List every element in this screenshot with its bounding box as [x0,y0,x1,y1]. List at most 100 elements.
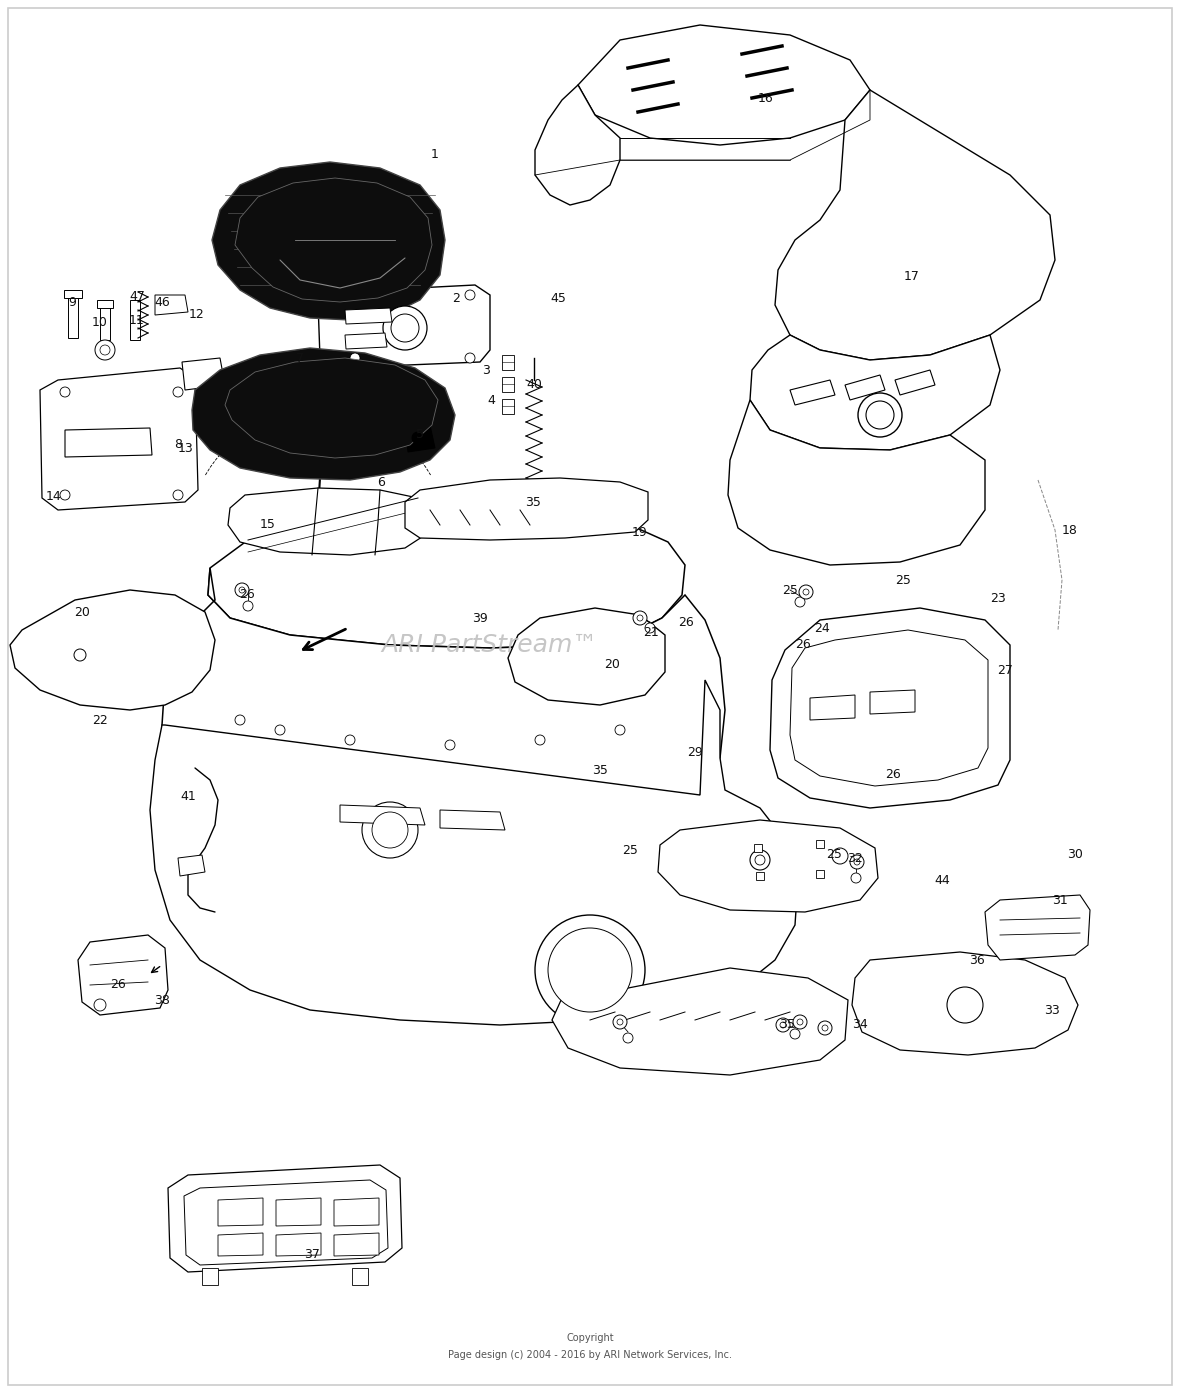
Text: 25: 25 [826,848,843,861]
Polygon shape [502,355,514,371]
Circle shape [350,352,360,364]
Polygon shape [184,1180,388,1265]
Polygon shape [535,85,620,205]
Circle shape [384,306,427,350]
Polygon shape [352,1268,368,1284]
Text: 25: 25 [896,574,911,586]
Circle shape [799,585,813,599]
Text: 44: 44 [935,873,950,886]
Polygon shape [817,840,824,848]
Polygon shape [334,1233,379,1256]
Polygon shape [405,478,648,540]
Circle shape [350,290,360,299]
Text: 26: 26 [678,616,694,628]
Polygon shape [985,894,1090,960]
Circle shape [755,855,765,865]
Text: 8: 8 [173,439,182,451]
Polygon shape [502,398,514,414]
Circle shape [948,988,983,1022]
Polygon shape [225,358,438,458]
Circle shape [854,859,860,865]
Polygon shape [817,871,824,878]
Polygon shape [317,286,490,368]
Text: 34: 34 [852,1018,867,1031]
Circle shape [612,1015,627,1029]
Circle shape [851,873,861,883]
Text: 22: 22 [92,713,107,727]
Polygon shape [9,591,215,710]
Circle shape [465,352,476,364]
Circle shape [94,999,106,1011]
Text: 10: 10 [92,315,107,329]
Polygon shape [809,695,855,720]
Polygon shape [64,290,81,298]
Circle shape [240,586,245,593]
Circle shape [535,736,545,745]
Polygon shape [658,820,878,912]
Text: 12: 12 [189,308,205,320]
Polygon shape [276,1233,321,1256]
Text: 20: 20 [604,659,620,671]
Polygon shape [218,1233,263,1256]
Text: Copyright: Copyright [566,1333,614,1343]
Text: 35: 35 [779,1018,795,1031]
Circle shape [60,490,70,500]
Circle shape [412,432,424,444]
Text: 25: 25 [622,844,638,857]
Polygon shape [509,607,666,705]
Text: 27: 27 [997,663,1012,677]
Polygon shape [578,25,870,145]
Circle shape [796,1020,804,1025]
Circle shape [173,490,183,500]
Polygon shape [894,371,935,396]
Polygon shape [845,375,885,400]
Circle shape [795,598,805,607]
Text: 3: 3 [483,364,490,376]
Text: 26: 26 [240,588,255,602]
Polygon shape [345,333,387,350]
Polygon shape [65,428,152,457]
Polygon shape [771,607,1010,808]
Circle shape [362,802,418,858]
Circle shape [465,290,476,299]
Polygon shape [182,358,225,390]
Text: 35: 35 [525,496,540,508]
Text: 2: 2 [452,291,460,305]
Circle shape [632,612,647,625]
Circle shape [275,724,286,736]
Text: 7: 7 [296,351,304,365]
Text: 16: 16 [758,92,774,104]
Polygon shape [192,348,455,481]
Text: 6: 6 [378,476,385,489]
Polygon shape [162,568,725,853]
Circle shape [243,600,253,612]
Text: 37: 37 [304,1248,320,1262]
Text: 13: 13 [178,442,194,454]
Circle shape [780,1022,786,1028]
Circle shape [235,584,249,598]
Circle shape [445,740,455,749]
Circle shape [391,313,419,343]
Polygon shape [178,855,205,876]
Circle shape [804,589,809,595]
Polygon shape [870,690,914,715]
Circle shape [617,1020,623,1025]
Polygon shape [78,935,168,1015]
Polygon shape [750,334,999,450]
Polygon shape [155,295,188,315]
Circle shape [858,393,902,437]
Text: 31: 31 [1053,893,1068,907]
Polygon shape [212,162,445,320]
Polygon shape [502,378,514,391]
Polygon shape [218,1198,263,1226]
Circle shape [615,724,625,736]
Circle shape [60,387,70,397]
Text: 1: 1 [431,149,439,162]
Polygon shape [276,1198,321,1226]
Text: 36: 36 [969,953,985,967]
Polygon shape [345,308,392,325]
Polygon shape [150,680,798,1025]
Text: 46: 46 [155,295,170,308]
Polygon shape [852,951,1079,1055]
Text: 19: 19 [632,527,648,539]
